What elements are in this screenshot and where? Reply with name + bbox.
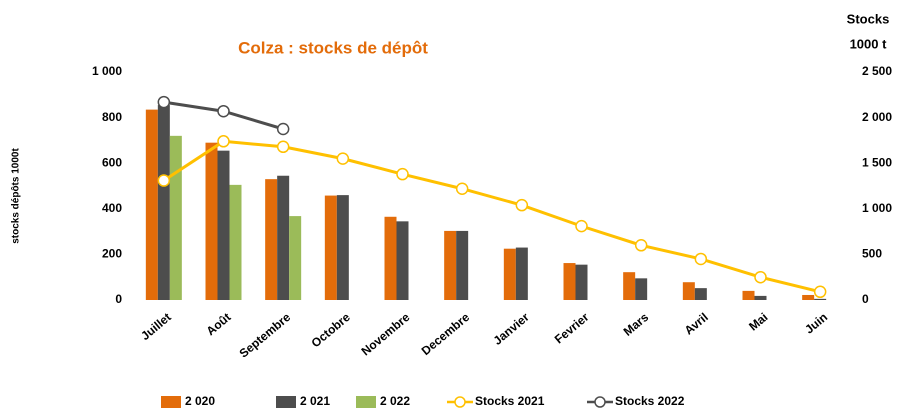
y-tick-label: 0 bbox=[115, 292, 122, 306]
y2-axis-label: Stocks bbox=[847, 11, 890, 26]
bar bbox=[682, 282, 695, 300]
bar bbox=[635, 278, 648, 300]
legend-label: 2 022 bbox=[380, 394, 410, 408]
legend-swatch bbox=[356, 396, 376, 408]
y-axis-label: stocks dépôts 1000t bbox=[11, 148, 22, 244]
x-tick-label: Juillet bbox=[138, 310, 174, 343]
bar bbox=[742, 290, 755, 300]
legend-label: Stocks 2022 bbox=[615, 394, 685, 408]
x-tick-label: Octobre bbox=[309, 310, 353, 351]
y2-tick-label: 500 bbox=[862, 247, 882, 261]
legend-label: Stocks 2021 bbox=[475, 394, 545, 408]
bar bbox=[754, 295, 767, 300]
legend-swatch bbox=[594, 396, 606, 408]
line-marker bbox=[813, 285, 827, 299]
line bbox=[163, 139, 821, 294]
bar bbox=[503, 248, 516, 300]
bar bbox=[802, 294, 815, 300]
bar bbox=[289, 216, 302, 300]
line-marker bbox=[217, 104, 230, 118]
x-tick-label: Mars bbox=[621, 310, 652, 339]
bar bbox=[456, 230, 469, 300]
bar bbox=[384, 216, 397, 300]
bar bbox=[169, 135, 182, 300]
line-marker bbox=[575, 219, 588, 233]
y2-tick-label: 2 500 bbox=[862, 64, 892, 78]
bar bbox=[575, 264, 588, 300]
x-tick-label: Août bbox=[204, 310, 234, 338]
bar bbox=[229, 184, 242, 300]
bar bbox=[217, 150, 230, 300]
legend-swatch bbox=[276, 396, 296, 408]
y2-tick-label: 1 500 bbox=[862, 155, 892, 169]
line-marker bbox=[694, 252, 708, 266]
line-marker bbox=[455, 182, 469, 195]
line-marker bbox=[336, 152, 350, 165]
line-marker bbox=[157, 95, 171, 109]
y-tick-label: 800 bbox=[102, 110, 122, 124]
y2-tick-label: 0 bbox=[862, 292, 869, 306]
y2-tick-label: 1 000 bbox=[862, 201, 892, 215]
line-marker bbox=[276, 140, 290, 154]
bar bbox=[324, 195, 337, 300]
legend-label: 2 020 bbox=[185, 394, 215, 408]
line-marker bbox=[754, 270, 767, 284]
x-tick-label: Fevrier bbox=[552, 310, 592, 347]
bar bbox=[563, 263, 576, 300]
x-tick-label: Decembre bbox=[419, 310, 473, 358]
y-tick-label: 1 000 bbox=[92, 64, 122, 78]
legend-label: 2 021 bbox=[300, 394, 330, 408]
bar bbox=[157, 105, 170, 300]
line-marker bbox=[276, 122, 290, 136]
y-tick-label: 200 bbox=[102, 247, 122, 261]
x-tick-label: Mai bbox=[746, 310, 770, 334]
line-marker bbox=[515, 198, 529, 212]
bar bbox=[694, 288, 707, 300]
bar bbox=[205, 142, 218, 300]
x-tick-label: Avril bbox=[682, 310, 711, 338]
line-marker bbox=[217, 135, 230, 148]
x-tick-label: Septembre bbox=[237, 310, 294, 361]
y2-tick-label: 2 000 bbox=[862, 110, 892, 124]
bar bbox=[277, 175, 290, 300]
chart-title: Colza : stocks de dépôt bbox=[238, 38, 428, 57]
line-marker bbox=[634, 239, 648, 252]
bar bbox=[814, 298, 827, 300]
x-tick-label: Juin bbox=[802, 310, 830, 337]
line-marker bbox=[396, 167, 409, 181]
x-tick-label: Janvier bbox=[491, 310, 532, 348]
bar bbox=[623, 272, 636, 300]
y2-axis-label: 1000 t bbox=[850, 36, 888, 51]
legend-swatch bbox=[454, 396, 466, 408]
legend-swatch bbox=[161, 396, 181, 408]
bar bbox=[336, 195, 349, 300]
y-tick-label: 600 bbox=[102, 155, 122, 169]
bar bbox=[265, 179, 278, 300]
y-tick-label: 400 bbox=[102, 201, 122, 215]
bar bbox=[145, 109, 158, 301]
bar bbox=[396, 221, 409, 300]
bar bbox=[444, 230, 457, 300]
line-marker bbox=[157, 174, 171, 187]
bar bbox=[515, 247, 528, 300]
x-tick-label: Novembre bbox=[359, 310, 413, 359]
